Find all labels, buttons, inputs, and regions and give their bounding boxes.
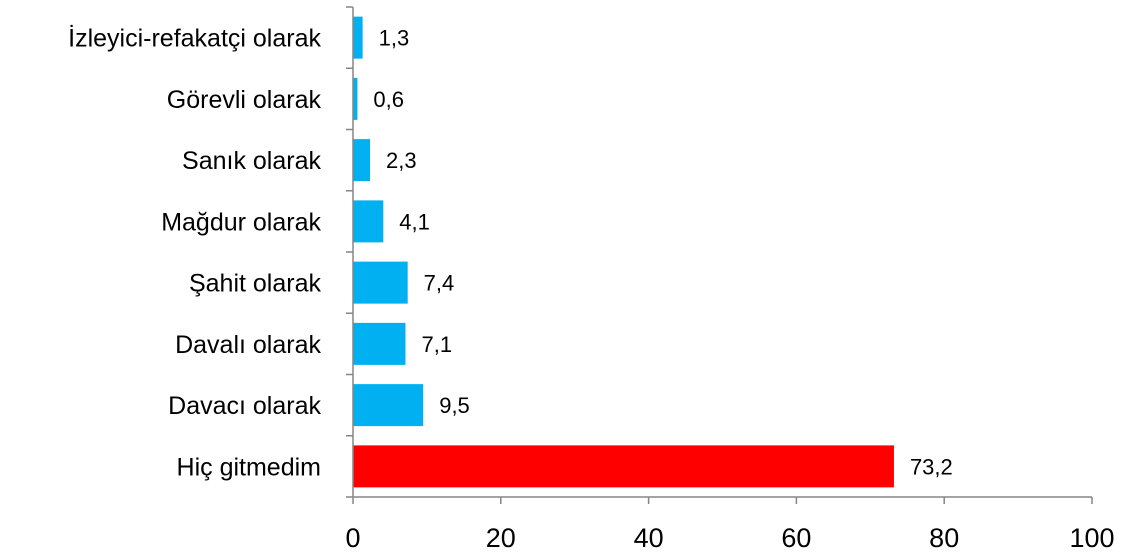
category-label: Görevli olarak xyxy=(167,86,322,114)
x-tick-label: 60 xyxy=(781,523,811,553)
data-label: 1,3 xyxy=(379,26,410,51)
category-label: Davalı olarak xyxy=(175,331,321,359)
category-label: Hiç gitmedim xyxy=(177,453,321,481)
data-label: 4,1 xyxy=(399,209,430,234)
x-tick-label: 100 xyxy=(1069,523,1114,553)
data-label: 2,3 xyxy=(386,148,417,173)
labels-group: İzleyici-refakatçi olarak 1,3 Görevli olar… xyxy=(68,24,953,482)
bar xyxy=(353,322,406,365)
ticks-group: 0 20 40 60 80 100 xyxy=(345,6,1115,553)
category-label: Sanık olarak xyxy=(182,147,321,175)
x-tick-label: 80 xyxy=(929,523,959,553)
category-label: Şahit olarak xyxy=(189,270,322,298)
bar xyxy=(353,77,358,120)
data-label: 7,1 xyxy=(421,332,452,357)
data-label: 73,2 xyxy=(910,454,953,479)
data-label: 9,5 xyxy=(439,393,470,418)
bar xyxy=(353,139,370,182)
category-label: İzleyici-refakatçi olarak xyxy=(68,24,321,53)
data-label: 0,6 xyxy=(373,87,404,112)
x-tick-label: 0 xyxy=(345,523,360,553)
bar xyxy=(353,200,384,243)
category-label: Mağdur olarak xyxy=(161,208,321,236)
category-label: Davacı olarak xyxy=(168,392,321,420)
bar xyxy=(353,445,894,488)
x-tick-label: 20 xyxy=(486,523,516,553)
x-tick-label: 40 xyxy=(634,523,664,553)
bar xyxy=(353,261,408,304)
axes-group xyxy=(352,7,1092,498)
data-label: 7,4 xyxy=(424,271,455,296)
bars-group xyxy=(353,16,894,488)
bar xyxy=(353,16,363,59)
bar xyxy=(353,384,424,427)
